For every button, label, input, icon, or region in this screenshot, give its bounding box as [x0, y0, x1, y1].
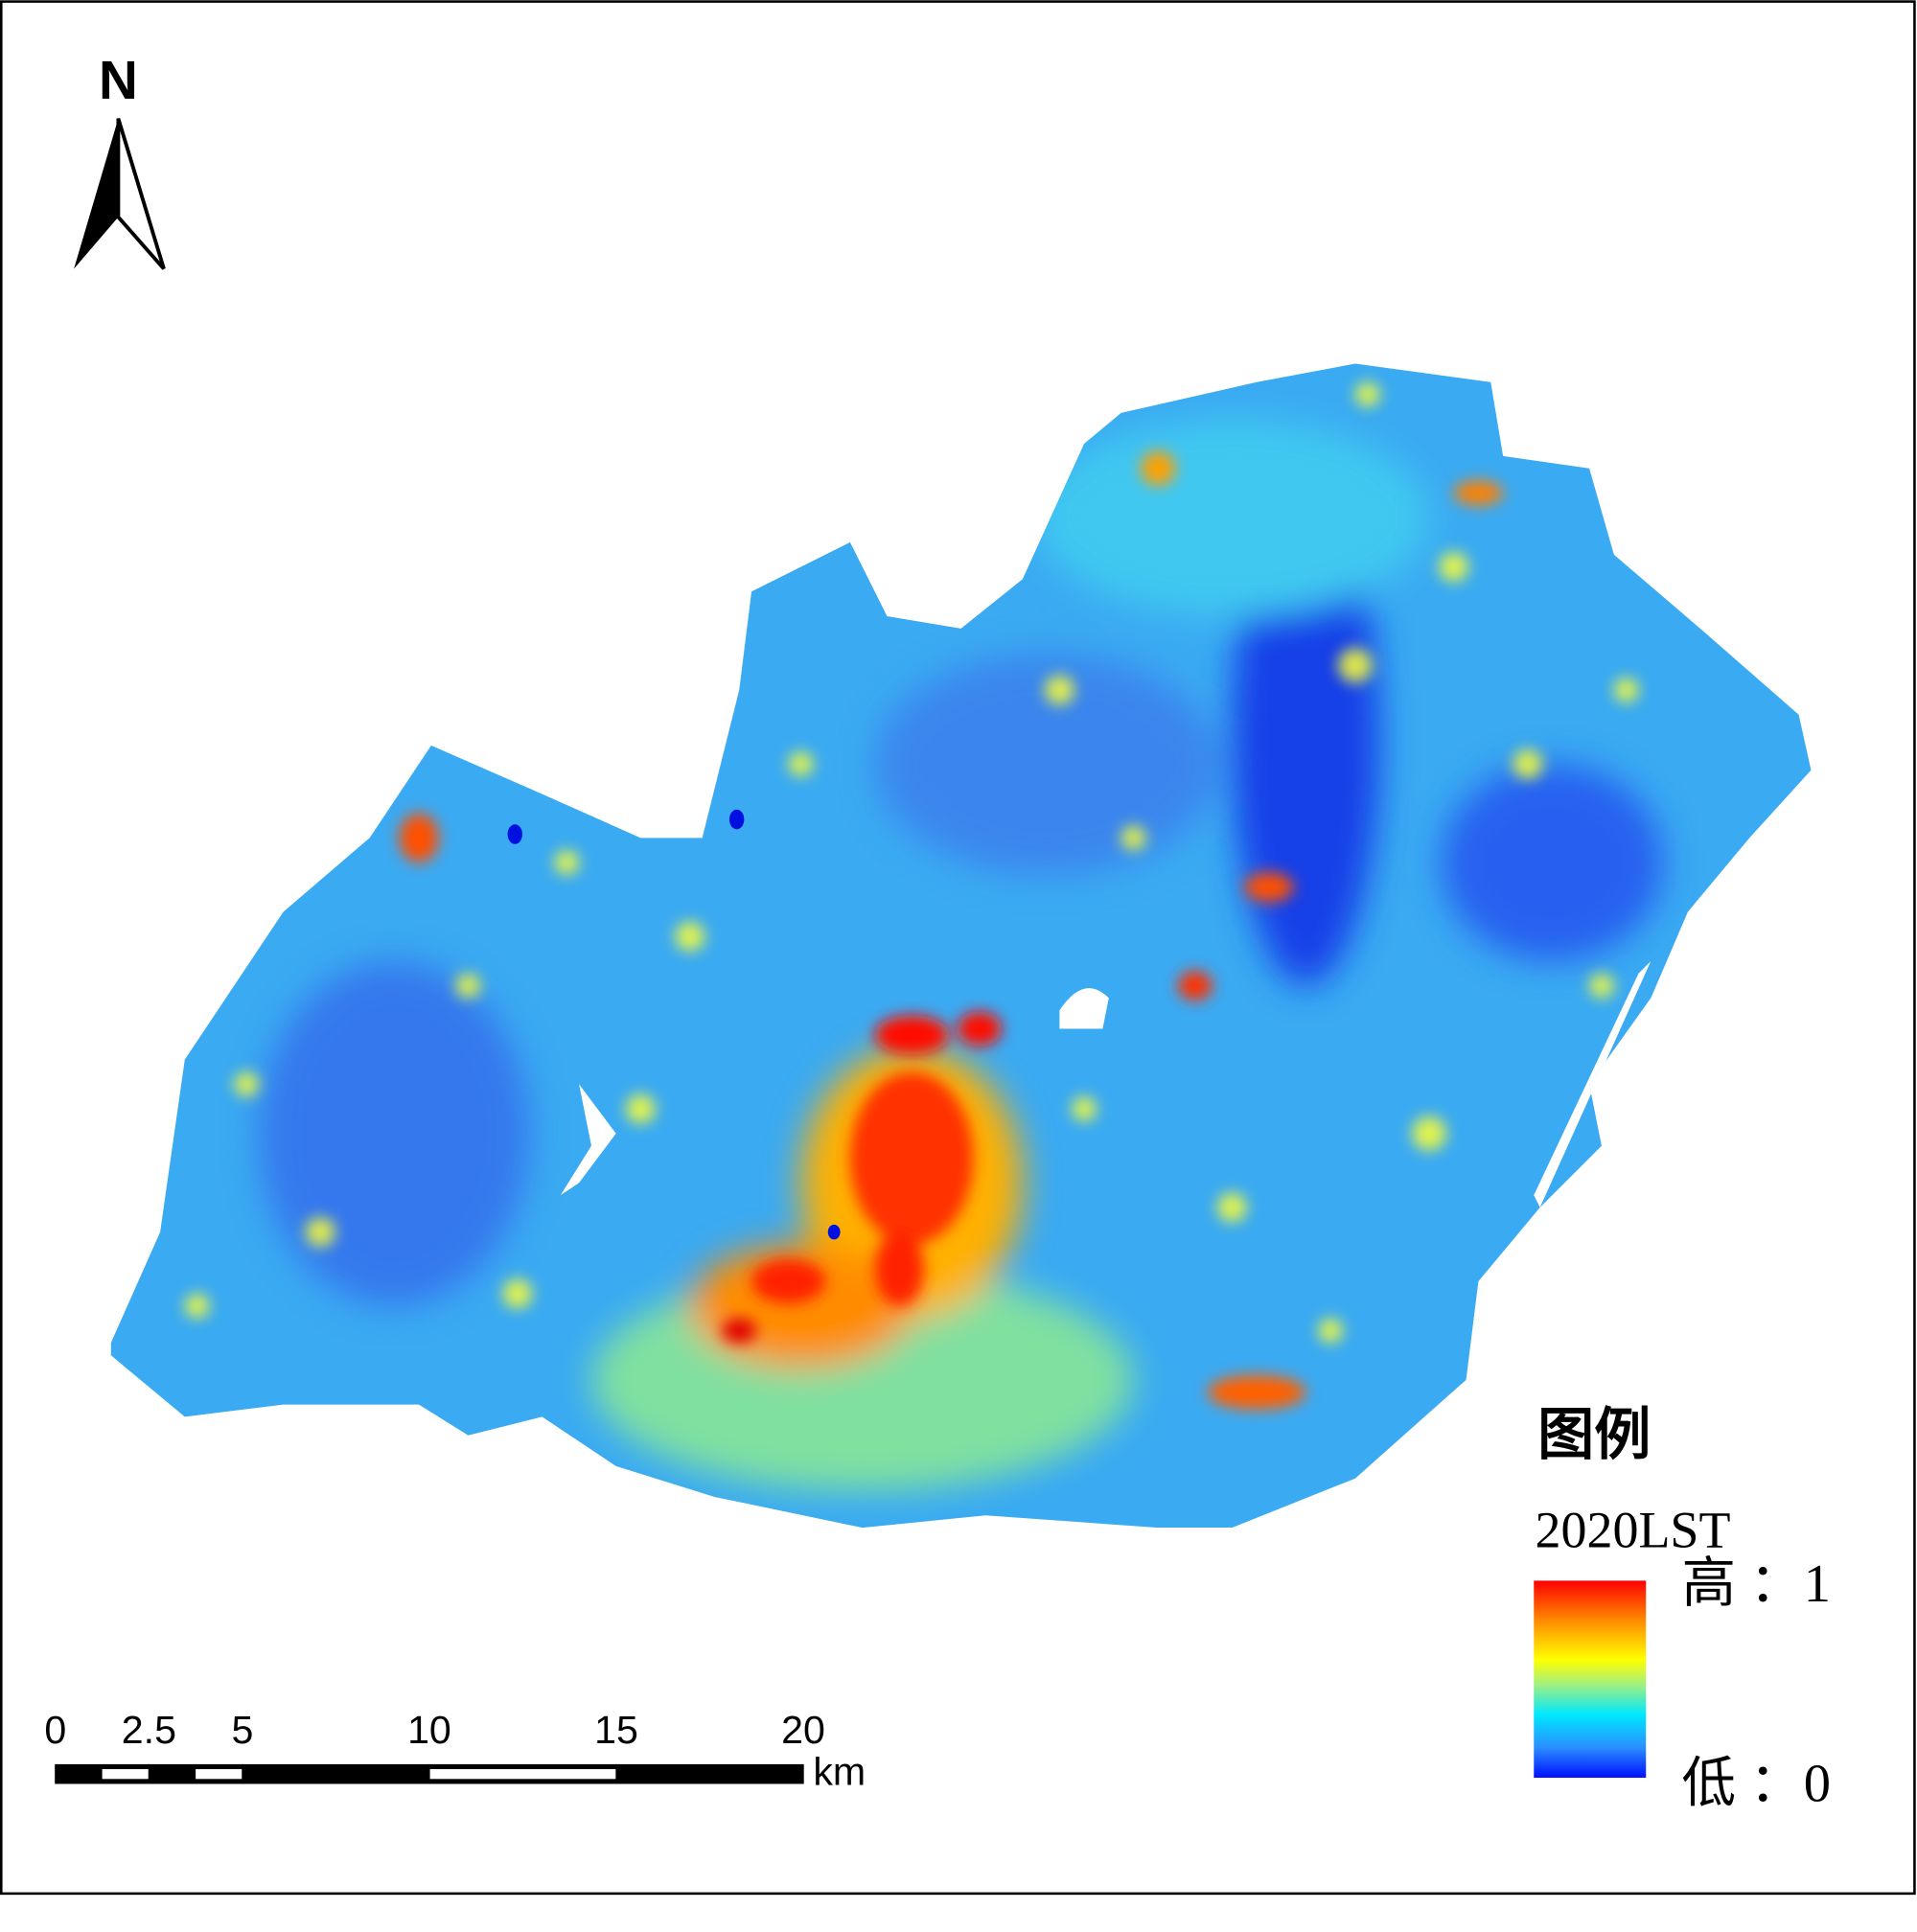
- scale-bar-label: 10: [407, 1708, 451, 1752]
- scale-bar-label: 5: [231, 1708, 253, 1752]
- scale-bar-segment: [102, 1769, 150, 1780]
- legend-low: 低 ：0: [1681, 1754, 1831, 1813]
- scale-bar-label: 0: [44, 1708, 66, 1752]
- legend: 图例 2020LST 高 ：1 低 ：0: [1534, 1403, 1831, 1813]
- legend-layer: 2020LST: [1536, 1502, 1731, 1559]
- north-label: N: [99, 50, 138, 110]
- legend-high: 高 ：1: [1681, 1554, 1831, 1614]
- color-ramp: [1534, 1580, 1647, 1779]
- scale-bar-segment: [196, 1769, 243, 1780]
- legend-title: 图例: [1537, 1403, 1651, 1466]
- scale-bar-label: 2.5: [122, 1708, 176, 1752]
- scale-bar-unit: km: [813, 1750, 866, 1794]
- scale-bar-segment: [428, 1769, 616, 1780]
- scale-bar-label: 20: [781, 1708, 825, 1752]
- scale-bar-label: 15: [594, 1708, 638, 1752]
